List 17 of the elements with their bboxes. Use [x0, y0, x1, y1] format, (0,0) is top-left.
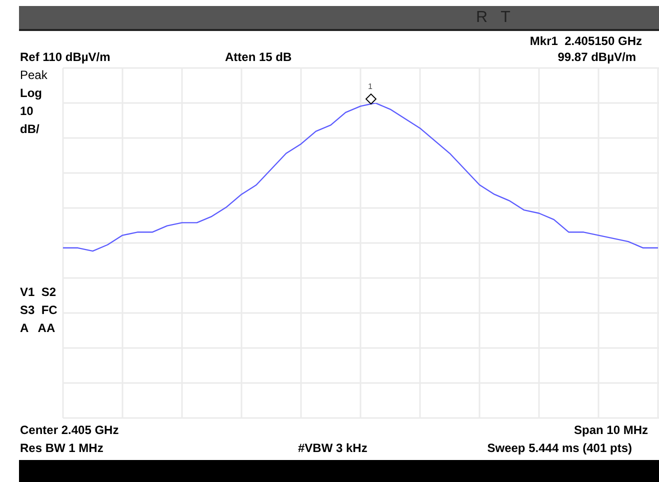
- text: 99.87 dBµV/m: [558, 50, 636, 64]
- text: dB/: [20, 122, 40, 136]
- text: Center 2.405 GHz: [20, 423, 119, 437]
- text: Atten 15 dB: [225, 50, 292, 64]
- text: Res BW 1 MHz: [20, 441, 104, 455]
- text: Sweep 5.444 ms (401 pts): [487, 441, 632, 455]
- text: A AA: [20, 321, 56, 335]
- text: 10: [20, 104, 34, 118]
- text: #VBW 3 kHz: [298, 441, 368, 455]
- text: S3 FC: [20, 303, 58, 317]
- text: Mkr1 2.405150 GHz: [530, 34, 642, 48]
- text: V1 S2: [20, 285, 56, 299]
- text: Log: [20, 86, 42, 100]
- text: 1: [368, 82, 372, 92]
- text: Span 10 MHz: [574, 423, 648, 437]
- text: Peak: [20, 68, 48, 82]
- text: Ref 110 dBµV/m: [20, 50, 110, 64]
